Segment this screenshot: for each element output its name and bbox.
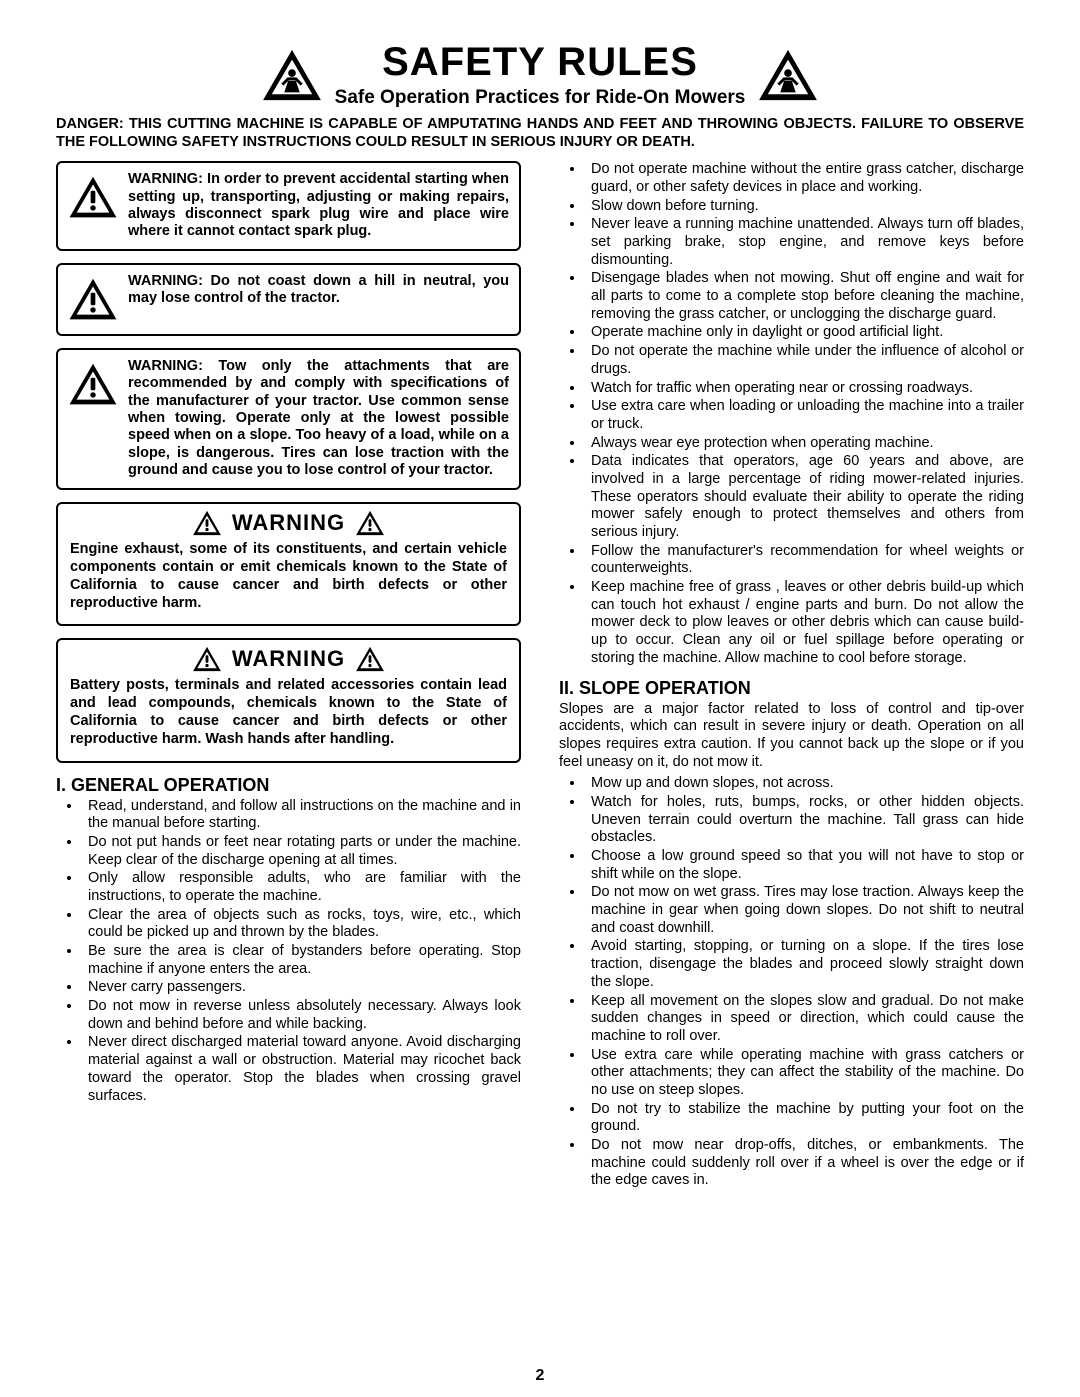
warning-text: WARNING: In order to prevent accidental … [128, 171, 509, 241]
list-item: Only allow responsible adults, who are f… [82, 870, 521, 905]
page-header: SAFETY RULES Safe Operation Practices fo… [56, 40, 1024, 151]
list-item: Disengage blades when not mowing. Shut o… [585, 270, 1024, 323]
list-item: Read, understand, and follow all instruc… [82, 798, 521, 833]
list-item: Operate machine only in daylight or good… [585, 324, 1024, 342]
list-item: Never direct discharged material toward … [82, 1034, 521, 1105]
general-operation-list-cont: Do not operate machine without the entir… [559, 161, 1024, 667]
warning-icon [261, 48, 323, 102]
warning-icon [192, 646, 222, 672]
warning-text: WARNING: Tow only the attachments that a… [128, 358, 509, 480]
list-item: Data indicates that operators, age 60 ye… [585, 453, 1024, 541]
warning-icon [355, 510, 385, 536]
list-item: Never leave a running machine unattended… [585, 216, 1024, 269]
list-item: Do not try to stabilize the machine by p… [585, 1101, 1024, 1136]
warning-section-battery: WARNING Battery posts, terminals and rel… [56, 638, 521, 763]
list-item: Do not mow near drop-offs, ditches, or e… [585, 1137, 1024, 1190]
list-item: Clear the area of objects such as rocks,… [82, 907, 521, 942]
left-column: WARNING: In order to prevent accidental … [56, 161, 521, 1191]
warning-section-title: WARNING [70, 510, 507, 536]
content-columns: WARNING: In order to prevent accidental … [56, 161, 1024, 1191]
list-item: Watch for holes, ruts, bumps, rocks, or … [585, 794, 1024, 847]
title-row: SAFETY RULES Safe Operation Practices fo… [56, 40, 1024, 109]
warning-box-sparkplug: WARNING: In order to prevent accidental … [56, 161, 521, 251]
page-subtitle: Safe Operation Practices for Ride-On Mow… [335, 87, 746, 109]
page-title: SAFETY RULES [335, 40, 746, 85]
list-item: Be sure the area is clear of bystanders … [82, 943, 521, 978]
warning-box-neutral: WARNING: Do not coast down a hill in neu… [56, 263, 521, 336]
warning-label: WARNING [232, 646, 345, 672]
warning-icon [68, 277, 118, 326]
warning-text: WARNING: Do not coast down a hill in neu… [128, 273, 509, 308]
warning-icon [355, 646, 385, 672]
list-item: Use extra care while operating machine w… [585, 1047, 1024, 1100]
warning-icon [68, 362, 118, 411]
slope-operation-list: Mow up and down slopes, not across.Watch… [559, 775, 1024, 1190]
list-item: Do not mow on wet grass. Tires may lose … [585, 884, 1024, 937]
warning-label: WARNING [232, 510, 345, 536]
page-number: 2 [536, 1367, 545, 1385]
warning-box-towing: WARNING: Tow only the attachments that a… [56, 348, 521, 490]
warning-section-title: WARNING [70, 646, 507, 672]
list-item: Avoid starting, stopping, or turning on … [585, 938, 1024, 991]
list-item: Do not mow in reverse unless absolutely … [82, 998, 521, 1033]
list-item: Do not put hands or feet near rotating p… [82, 834, 521, 869]
warning-icon [68, 175, 118, 224]
list-item: Do not operate machine without the entir… [585, 161, 1024, 196]
list-item: Keep machine free of grass , leaves or o… [585, 579, 1024, 667]
list-item: Mow up and down slopes, not across. [585, 775, 1024, 793]
slope-intro: Slopes are a major factor related to los… [559, 701, 1024, 772]
list-item: Never carry passengers. [82, 979, 521, 997]
list-item: Always wear eye protection when operatin… [585, 435, 1024, 453]
list-item: Follow the manufacturer's recommendation… [585, 543, 1024, 578]
list-item: Keep all movement on the slopes slow and… [585, 993, 1024, 1046]
warning-section-exhaust: WARNING Engine exhaust, some of its cons… [56, 502, 521, 627]
warning-body: Engine exhaust, some of its constituents… [70, 540, 507, 613]
list-item: Use extra care when loading or unloading… [585, 398, 1024, 433]
list-item: Slow down before turning. [585, 198, 1024, 216]
warning-icon [192, 510, 222, 536]
warning-body: Battery posts, terminals and related acc… [70, 676, 507, 749]
right-column: Do not operate machine without the entir… [559, 161, 1024, 1191]
section-heading: II. SLOPE OPERATION [559, 678, 1024, 699]
warning-icon [757, 48, 819, 102]
list-item: Choose a low ground speed so that you wi… [585, 848, 1024, 883]
list-item: Do not operate the machine while under t… [585, 343, 1024, 378]
title-block: SAFETY RULES Safe Operation Practices fo… [335, 40, 746, 109]
danger-text: DANGER: THIS CUTTING MACHINE IS CAPABLE … [56, 115, 1024, 151]
general-operation-list: Read, understand, and follow all instruc… [56, 798, 521, 1106]
section-heading: I. GENERAL OPERATION [56, 775, 521, 796]
list-item: Watch for traffic when operating near or… [585, 380, 1024, 398]
